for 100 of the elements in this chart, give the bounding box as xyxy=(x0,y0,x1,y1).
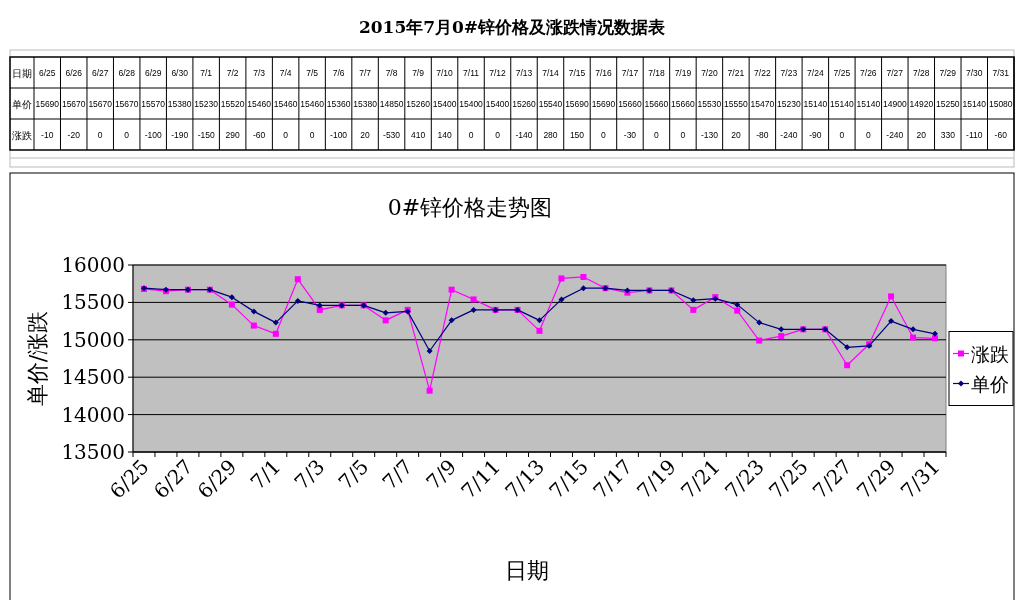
data-label: -10 xyxy=(41,129,54,140)
data-label: 0 xyxy=(495,129,501,140)
data-label: 0 xyxy=(601,129,607,140)
text: 涨跌 xyxy=(12,129,32,141)
data-label: 0 xyxy=(680,129,686,140)
data-label: 14850 xyxy=(379,98,404,109)
legend-label: 单价 xyxy=(971,372,1009,395)
x-tick-label: 7/7 xyxy=(377,454,418,495)
data-label: 14920 xyxy=(909,98,934,109)
category-label: 7/23 xyxy=(780,67,798,78)
data-label: -240 xyxy=(780,129,798,140)
category-label: 7/20 xyxy=(701,67,718,78)
category-label: 7/14 xyxy=(542,67,560,78)
data-label: 15260 xyxy=(512,98,537,109)
category-label: 7/11 xyxy=(463,67,480,78)
data-label: -60 xyxy=(252,129,266,140)
legend-label: 涨跌 xyxy=(971,342,1009,365)
data-label: 330 xyxy=(940,129,956,140)
data-label: 15140 xyxy=(856,98,881,109)
category-label: 6/26 xyxy=(65,67,83,78)
data-label: -140 xyxy=(515,129,533,140)
data-label: -530 xyxy=(383,129,401,140)
data-label: 15670 xyxy=(88,98,113,109)
data-label: 15140 xyxy=(830,98,854,109)
category-label: 7/30 xyxy=(966,67,983,78)
data-label: 140 xyxy=(437,129,452,140)
data-label: -80 xyxy=(756,129,769,140)
category-label: 7/6 xyxy=(332,67,345,78)
data-label: 15690 xyxy=(35,98,60,109)
data-label: 15550 xyxy=(724,98,748,109)
y-tick-label: 14500 xyxy=(61,365,125,390)
category-label: 7/27 xyxy=(886,67,904,78)
chart-title: 0#锌价格走势图 xyxy=(387,195,553,220)
y-tick-label: 15500 xyxy=(61,290,125,315)
category-label: 7/18 xyxy=(648,67,665,78)
data-label: 14900 xyxy=(882,98,907,109)
category-label: 7/3 xyxy=(253,67,266,78)
category-label: 7/25 xyxy=(833,67,851,78)
data-label: 15230 xyxy=(194,98,219,109)
category-label: 6/25 xyxy=(38,67,56,78)
category-label: 7/7 xyxy=(359,67,372,78)
data-label: 15660 xyxy=(644,98,669,109)
data-label: -240 xyxy=(886,129,904,140)
data-label: 15460 xyxy=(273,98,298,109)
x-tick-label: 7/5 xyxy=(333,454,374,495)
data-label: 15260 xyxy=(406,98,431,109)
data-label: 15460 xyxy=(300,98,325,109)
category-label: 7/13 xyxy=(515,67,533,78)
data-label: 0 xyxy=(309,129,315,140)
category-label: 7/9 xyxy=(412,67,425,78)
text: 单价 xyxy=(12,98,32,110)
data-label: -100 xyxy=(330,129,348,140)
data-label: 15460 xyxy=(247,98,272,109)
data-label: 15380 xyxy=(167,98,192,109)
y-tick-label: 15000 xyxy=(61,327,125,352)
data-label: 290 xyxy=(225,129,241,140)
data-label: 0 xyxy=(839,129,845,140)
data-label: 15080 xyxy=(988,98,1013,109)
category-label: 7/10 xyxy=(436,67,454,78)
category-label: 7/12 xyxy=(489,67,507,78)
data-label: -90 xyxy=(809,129,822,140)
data-label: 0 xyxy=(468,129,474,140)
data-label: 15250 xyxy=(935,98,960,109)
x-tick-label: 7/9 xyxy=(421,454,462,495)
data-label: 15140 xyxy=(803,98,828,109)
category-label: 6/28 xyxy=(118,67,136,78)
data-label: -100 xyxy=(144,129,162,140)
data-label: -30 xyxy=(623,129,637,140)
category-label: 7/29 xyxy=(939,67,957,78)
data-label: 15470 xyxy=(750,98,775,109)
data-label: 0 xyxy=(124,129,130,140)
data-label: -20 xyxy=(67,129,81,140)
data-label: 15140 xyxy=(962,98,987,109)
data-label: 15360 xyxy=(326,98,351,109)
text: 日期 xyxy=(12,67,32,79)
data-label: 0 xyxy=(283,129,289,140)
data-label: 15670 xyxy=(61,98,86,109)
data-label: 410 xyxy=(410,129,426,140)
category-label: 7/24 xyxy=(807,67,824,78)
data-label: 15540 xyxy=(538,98,563,109)
x-tick-label: 7/3 xyxy=(289,454,330,495)
data-label: 15570 xyxy=(141,98,166,109)
data-label: 15400 xyxy=(432,98,457,109)
data-label: 15690 xyxy=(591,98,616,109)
category-label: 7/17 xyxy=(621,67,639,78)
data-label: 15400 xyxy=(485,98,510,109)
data-label: 0 xyxy=(654,129,660,140)
category-label: 6/29 xyxy=(144,67,162,78)
category-label: 7/5 xyxy=(306,67,319,78)
category-label: 7/8 xyxy=(385,67,398,78)
data-label: 15400 xyxy=(459,98,484,109)
data-label: -190 xyxy=(171,129,189,140)
category-label: 7/26 xyxy=(860,67,877,78)
category-label: 6/27 xyxy=(91,67,109,78)
y-tick-label: 14000 xyxy=(61,402,125,427)
data-label: 20 xyxy=(916,129,927,140)
category-label: 7/19 xyxy=(674,67,692,78)
x-axis-title: 日期 xyxy=(505,558,549,583)
text: 2015年7月0#锌价格及涨跌情况数据表 xyxy=(358,17,667,37)
data-label: -150 xyxy=(197,129,215,140)
